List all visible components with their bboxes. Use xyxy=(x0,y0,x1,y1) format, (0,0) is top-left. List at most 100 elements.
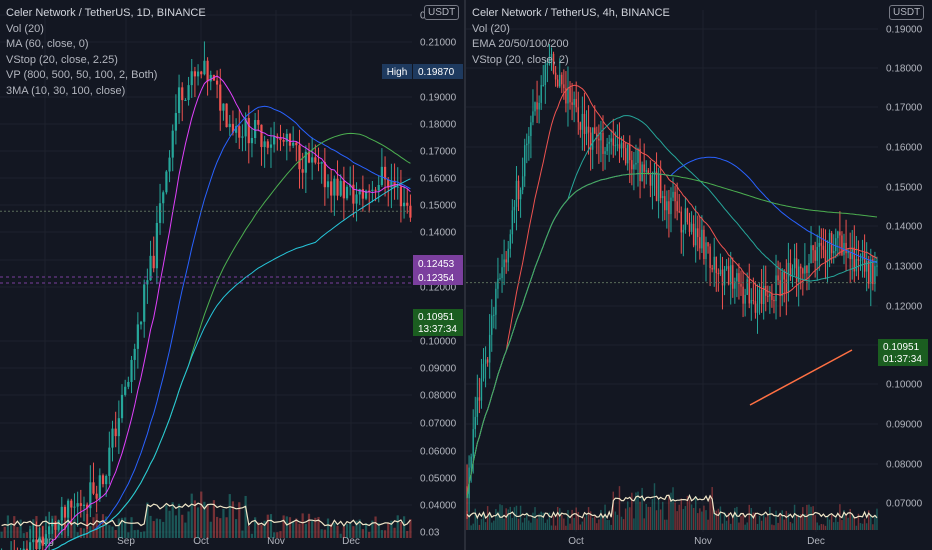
candle-body xyxy=(787,262,790,293)
candle-body xyxy=(769,294,771,297)
candle-body xyxy=(686,208,689,223)
daily-symbol-title[interactable]: Celer Network / TetherUS, 1D, BINANCE xyxy=(6,7,206,19)
vp-value-1: 0.12453 xyxy=(418,259,455,270)
volume-bar xyxy=(95,513,98,538)
candle-body xyxy=(273,136,276,145)
candle-body xyxy=(684,208,687,230)
volume-bar xyxy=(606,519,608,530)
candle-body xyxy=(139,321,143,325)
candle-body xyxy=(295,142,298,146)
4h-symbol-title[interactable]: Celer Network / TetherUS, 4h, BINANCE xyxy=(472,7,670,19)
volume-bar xyxy=(697,513,699,530)
volume-bar xyxy=(538,513,540,530)
candle-body xyxy=(345,186,349,199)
volume-indicator-label[interactable]: Vol (20) xyxy=(6,22,44,35)
candle-body xyxy=(657,174,660,202)
candle-body xyxy=(478,397,481,401)
volume-bar xyxy=(771,524,773,530)
candle-body xyxy=(108,447,111,476)
candle-body xyxy=(559,74,561,87)
3ma-indicator-label[interactable]: 3MA (10, 30, 100, close) xyxy=(6,84,126,97)
currency-unit-label[interactable]: USDT xyxy=(889,5,925,20)
candle-body xyxy=(307,151,311,163)
candle-body xyxy=(396,186,399,188)
ema-indicator-label[interactable]: EMA 20/50/100/200 xyxy=(472,38,569,50)
candle-body xyxy=(859,260,862,262)
volume-bar xyxy=(569,523,571,530)
daily-legend: Celer Network / TetherUS, 1D, BINANCE Vo… xyxy=(6,6,206,99)
volume-bar xyxy=(301,513,304,538)
candle-body xyxy=(830,232,833,254)
candle-body xyxy=(282,139,285,142)
volume-bar xyxy=(209,521,212,538)
vstop-indicator-label[interactable]: VStop (20, close, 2) xyxy=(472,53,569,66)
candle-body xyxy=(795,258,798,282)
volume-bar xyxy=(146,502,149,538)
volume-bar xyxy=(583,517,586,530)
candle-body xyxy=(659,174,662,199)
candle-body xyxy=(402,202,406,207)
volume-bar xyxy=(333,522,336,538)
volume-indicator-label[interactable]: Vol (20) xyxy=(472,22,510,35)
volume-bar xyxy=(336,525,339,538)
volume-bar xyxy=(688,499,691,530)
y-tick-label: 0.12000 xyxy=(886,302,923,313)
volume-bar xyxy=(133,530,136,538)
daily-chart-svg[interactable]: 0.03 0.04000 0.05000 0.06000 0.07000 0.08000 0… xyxy=(0,0,464,550)
volume-bar xyxy=(657,499,660,530)
candle-body xyxy=(247,117,250,144)
ma-indicator-label[interactable]: MA (60, close, 0) xyxy=(6,38,89,50)
chart-pane-4h[interactable]: 0.070000.080000.090000.100000.110000.120… xyxy=(466,0,932,550)
volume-bar xyxy=(105,516,108,538)
pane-divider[interactable] xyxy=(464,0,466,550)
volume-bar xyxy=(486,506,489,530)
volume-bar xyxy=(561,514,563,530)
volume-bar xyxy=(44,530,48,538)
volume-bar xyxy=(196,507,200,538)
volume-bar xyxy=(35,516,38,538)
candle-body xyxy=(602,132,604,154)
high-value: 0.19870 xyxy=(418,67,455,78)
volume-bar xyxy=(565,525,567,530)
candle-body xyxy=(783,272,785,280)
candle-body xyxy=(339,180,342,196)
volume-bar xyxy=(783,519,785,530)
candle-body xyxy=(596,133,598,139)
candle-body xyxy=(530,122,532,137)
candle-body xyxy=(484,359,487,364)
volume-bar xyxy=(765,517,767,530)
candle-body xyxy=(583,113,586,134)
candle-body xyxy=(174,113,178,131)
candle-body xyxy=(117,418,120,437)
volume-bar xyxy=(6,515,10,538)
candle-body xyxy=(645,170,647,172)
vp-indicator-label[interactable]: VP (800, 500, 50, 100, 2, Both) xyxy=(6,69,158,81)
candle-body xyxy=(519,189,522,200)
candle-body xyxy=(674,191,676,202)
candle-body xyxy=(847,251,849,254)
volume-bar xyxy=(51,515,54,538)
candle-body xyxy=(589,132,592,150)
currency-unit-label[interactable]: USDT xyxy=(424,5,460,20)
volume-bar xyxy=(585,514,588,530)
candle-body xyxy=(863,253,866,272)
candle-body xyxy=(162,192,165,204)
volume-bar xyxy=(513,507,516,530)
y-tick-label: 0.10000 xyxy=(420,337,457,348)
volume-bar xyxy=(491,522,493,530)
volume-bar xyxy=(349,522,352,538)
volume-bar xyxy=(38,527,41,538)
4h-chart-svg[interactable]: 0.070000.080000.090000.100000.110000.120… xyxy=(466,0,932,550)
volume-bar xyxy=(740,516,742,530)
volume-bar xyxy=(168,510,171,538)
volume-bar xyxy=(517,518,520,530)
volume-bar xyxy=(581,521,584,530)
vstop-indicator-label[interactable]: VStop (20, close, 2.25) xyxy=(6,53,118,66)
chart-pane-daily[interactable]: 0.03 0.04000 0.05000 0.06000 0.07000 0.08000 0… xyxy=(0,0,464,550)
candle-body xyxy=(874,266,876,285)
candle-body xyxy=(355,194,358,204)
volume-bar xyxy=(785,510,788,530)
candle-body xyxy=(637,148,639,163)
volume-bar xyxy=(174,515,178,538)
volume-bar xyxy=(680,498,682,530)
